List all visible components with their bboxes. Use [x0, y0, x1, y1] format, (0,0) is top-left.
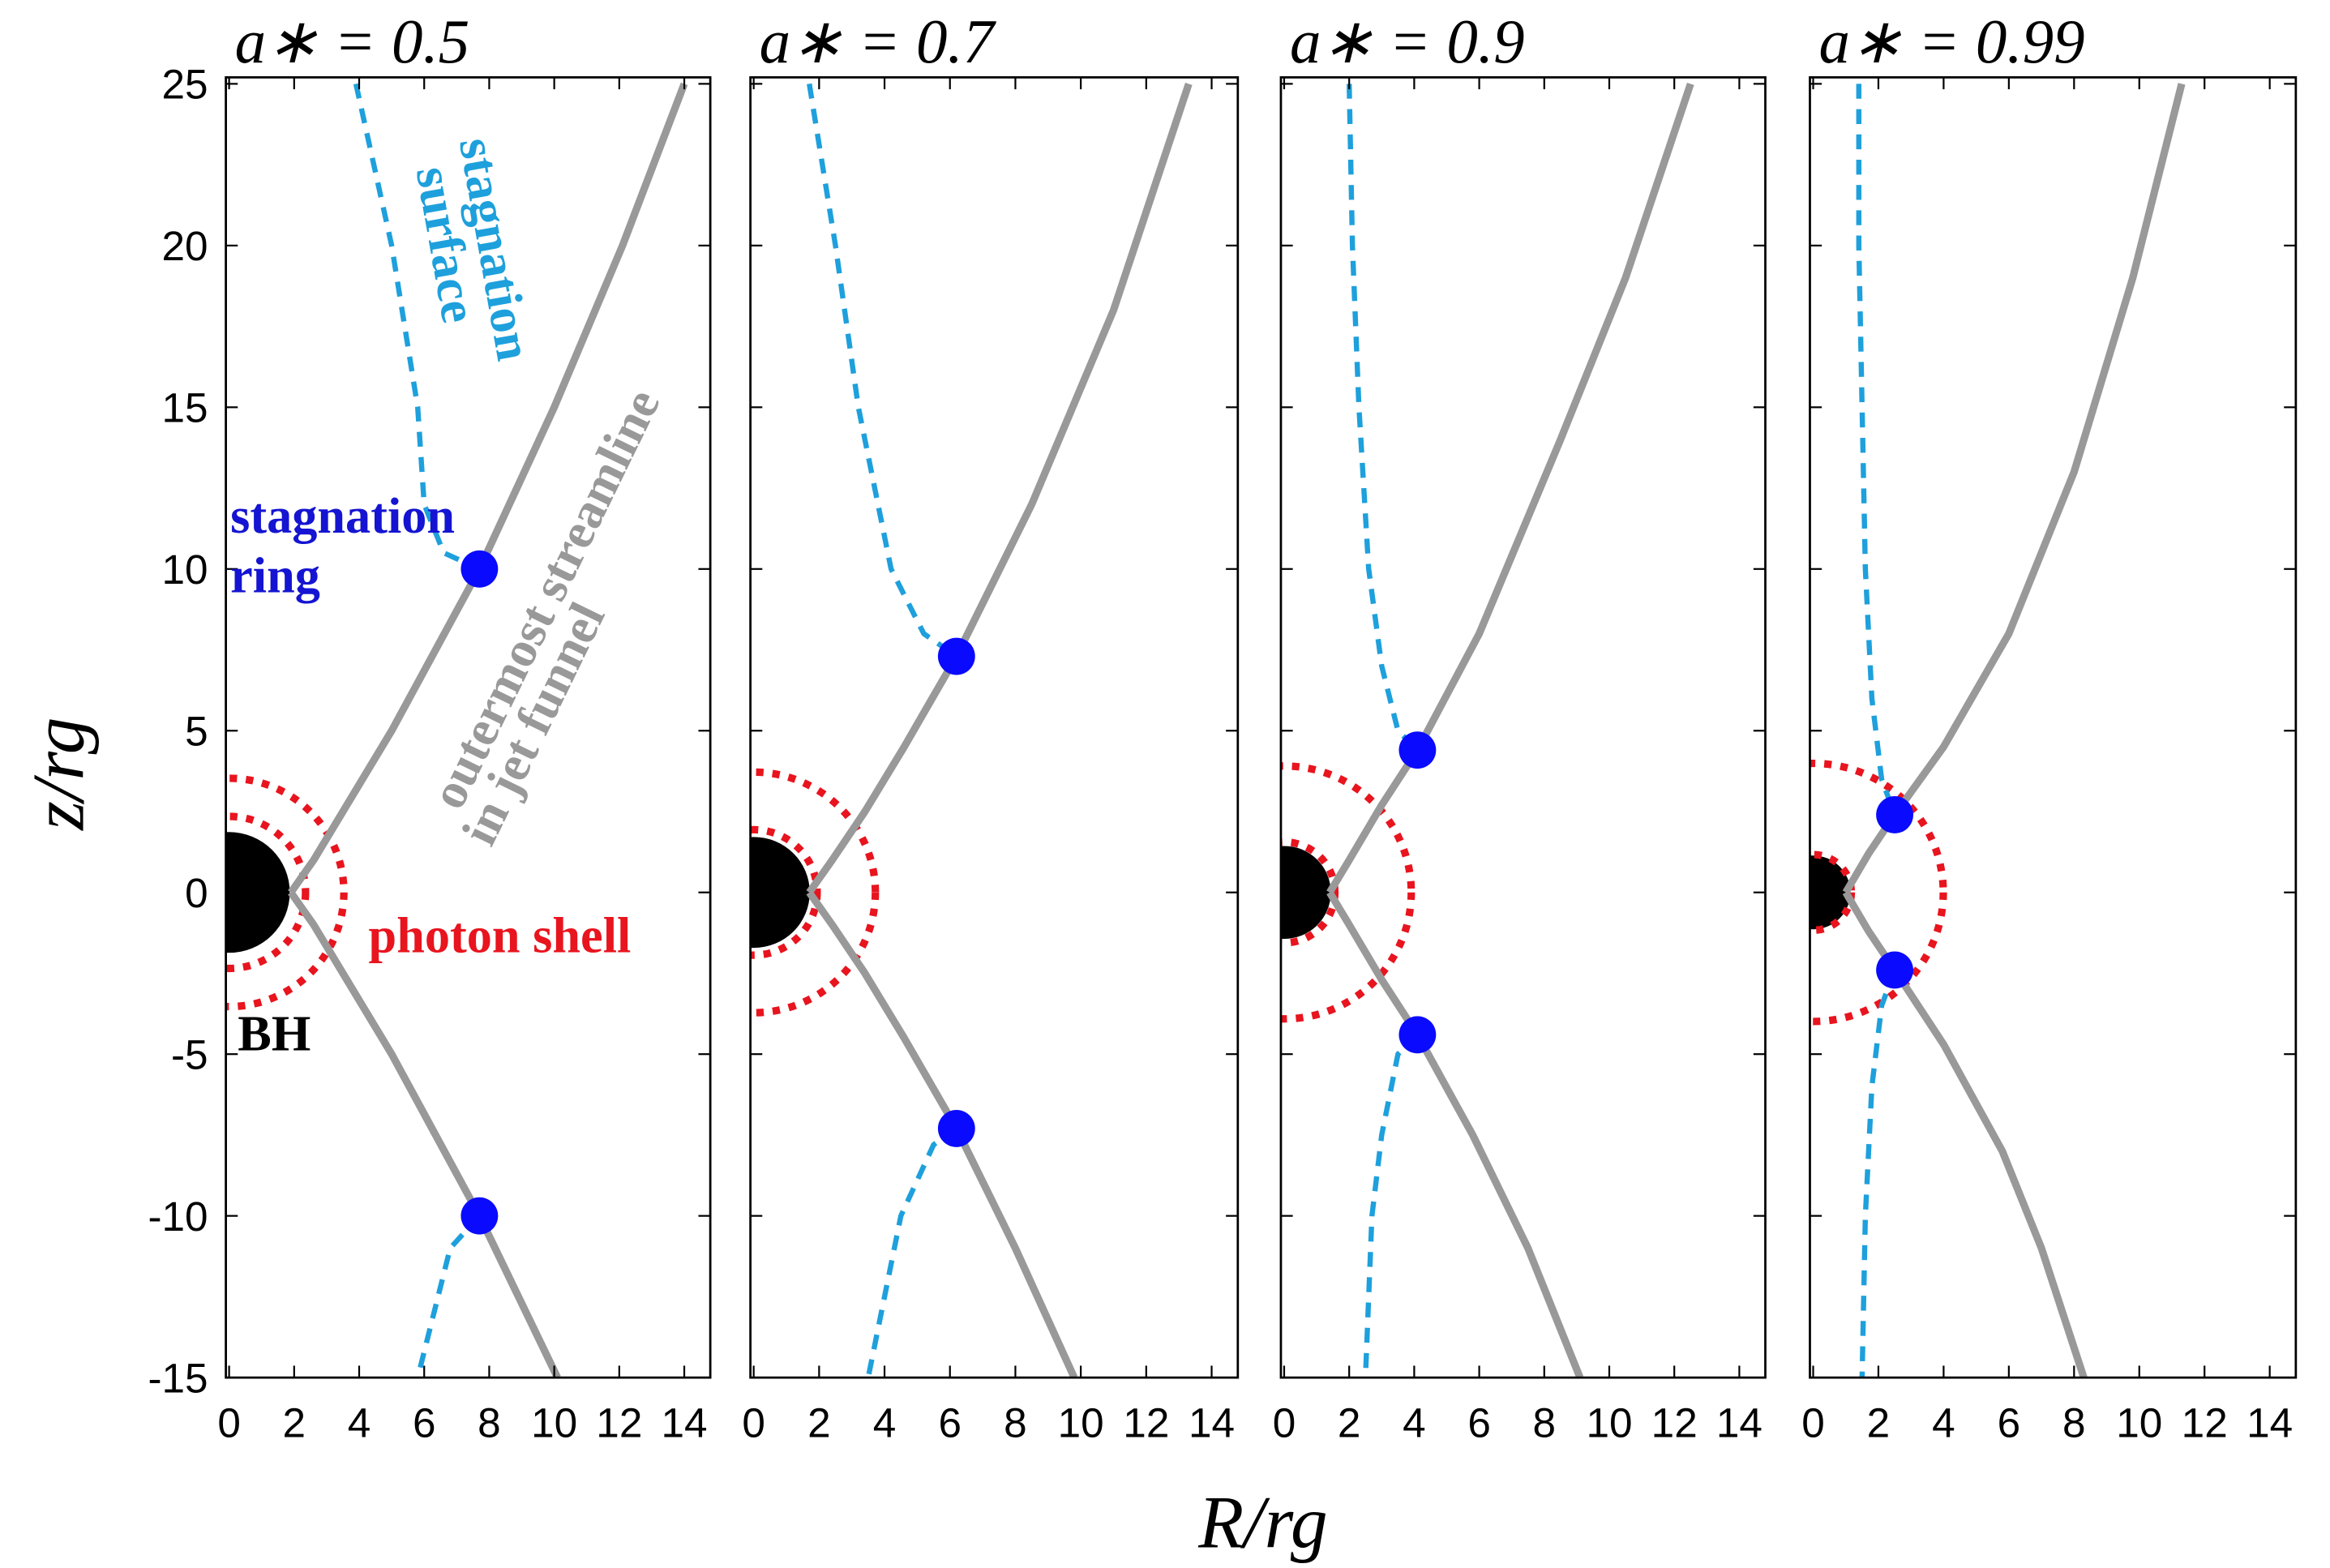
photon-shell: [1810, 760, 1947, 1026]
x-tick-label: 10: [531, 1400, 577, 1446]
plot-area: [1810, 83, 2186, 1378]
panel-title: a∗ = 0.7: [760, 6, 997, 76]
x-tick-label: 0: [217, 1400, 241, 1446]
x-tick-label: 12: [2182, 1400, 2228, 1446]
streamline: [806, 82, 1193, 895]
y-tick-label: 0: [185, 870, 208, 916]
x-tick-label: 6: [1467, 1400, 1491, 1446]
stagnation-ring: [460, 550, 499, 588]
x-tick-label: 10: [1586, 1400, 1632, 1446]
y-tick-label: 20: [162, 223, 208, 269]
stagnation-surface: [807, 83, 958, 659]
x-tick-label: 8: [1004, 1400, 1027, 1446]
x-tick-label: 4: [1403, 1400, 1426, 1446]
y-tick-label: 10: [162, 546, 208, 593]
plot-frame: [749, 76, 1240, 1379]
x-tick-label: 8: [1533, 1400, 1557, 1446]
streamline: [288, 890, 561, 1378]
x-axis-label: R/rg: [1197, 1480, 1328, 1563]
x-tick-label: 14: [1716, 1400, 1762, 1446]
x-tick-label: 14: [662, 1400, 708, 1446]
x-tick-label: 12: [596, 1400, 642, 1446]
streamline: [806, 890, 1078, 1378]
plot-area: [225, 82, 688, 1378]
stagnation-ring: [1398, 731, 1437, 769]
y-tick-label: 5: [185, 709, 208, 755]
stagnation-surface: [353, 83, 481, 572]
annotation: photon shell: [369, 907, 632, 963]
photon-shell: [1280, 838, 1339, 947]
x-tick-label: 0: [1273, 1400, 1296, 1446]
y-tick-label: -15: [148, 1355, 208, 1401]
stagnation-surface: [865, 1126, 958, 1378]
stagnation-ring: [460, 1197, 499, 1235]
x-tick-label: 14: [2246, 1400, 2293, 1446]
streamline: [288, 82, 688, 895]
black-hole: [225, 832, 290, 953]
panel-title: a∗ = 0.5: [235, 6, 470, 76]
stagnation-surface: [415, 1214, 482, 1378]
y-tick-label: -10: [148, 1193, 208, 1240]
photon-shell: [225, 774, 348, 1011]
x-tick-label: 10: [2116, 1400, 2162, 1446]
streamline: [1326, 82, 1694, 895]
x-tick-label: 6: [1998, 1400, 2021, 1446]
plot-frame: [1279, 76, 1767, 1379]
y-tick-label: -5: [171, 1032, 208, 1078]
panel-title: a∗ = 0.99: [1818, 6, 2084, 76]
x-tick-label: 2: [1338, 1400, 1361, 1446]
photon-shell: [1810, 850, 1856, 934]
stagnation-surface: [1856, 84, 1898, 816]
annotation: ring: [230, 547, 320, 603]
black-hole: [1280, 846, 1331, 939]
x-tick-label: 4: [348, 1400, 371, 1446]
plot-frame: [225, 76, 712, 1379]
stagnation-ring: [937, 1110, 975, 1147]
black-hole: [1810, 855, 1851, 930]
y-tick-label: 25: [162, 62, 208, 108]
x-tick-label: 12: [1651, 1400, 1698, 1446]
plot-area: [750, 82, 1193, 1378]
panel-title: a∗ = 0.9: [1290, 6, 1525, 76]
x-tick-label: 4: [1932, 1400, 1955, 1446]
plot-frame: [1809, 76, 2298, 1379]
x-tick-label: 2: [283, 1400, 306, 1446]
x-tick-label: 10: [1058, 1400, 1104, 1446]
plot-area: [1280, 82, 1694, 1378]
x-tick-label: 8: [478, 1400, 501, 1446]
stagnation-surface: [1363, 1032, 1420, 1378]
x-tick-label: 6: [938, 1400, 962, 1446]
x-tick-label: 2: [1867, 1400, 1891, 1446]
streamline: [1842, 890, 2088, 1378]
black-hole: [750, 837, 810, 949]
y-tick-label: 15: [162, 385, 208, 431]
photon-shell: [750, 768, 880, 1017]
x-tick-label: 0: [742, 1400, 765, 1446]
photon-shell: [750, 825, 821, 959]
stagnation-ring: [1398, 1016, 1437, 1054]
streamline: [1842, 83, 2186, 895]
y-axis-label: z/rg: [17, 717, 100, 831]
annotation: stagnation: [230, 488, 455, 544]
x-tick-label: 0: [1801, 1400, 1825, 1446]
x-tick-label: 12: [1123, 1400, 1169, 1446]
stagnation-ring: [1876, 951, 1913, 989]
x-tick-label: 4: [873, 1400, 897, 1446]
stagnation-surface: [1859, 969, 1898, 1378]
stagnation-surface: [1346, 84, 1420, 752]
x-tick-label: 2: [807, 1400, 831, 1446]
x-tick-label: 8: [2062, 1400, 2086, 1446]
x-tick-label: 6: [413, 1400, 436, 1446]
x-tick-label: 14: [1189, 1400, 1235, 1446]
stagnation-ring: [1876, 796, 1913, 833]
annotation: BH: [238, 1005, 311, 1061]
stagnation-ring: [937, 637, 975, 675]
photon-shell: [225, 812, 310, 973]
